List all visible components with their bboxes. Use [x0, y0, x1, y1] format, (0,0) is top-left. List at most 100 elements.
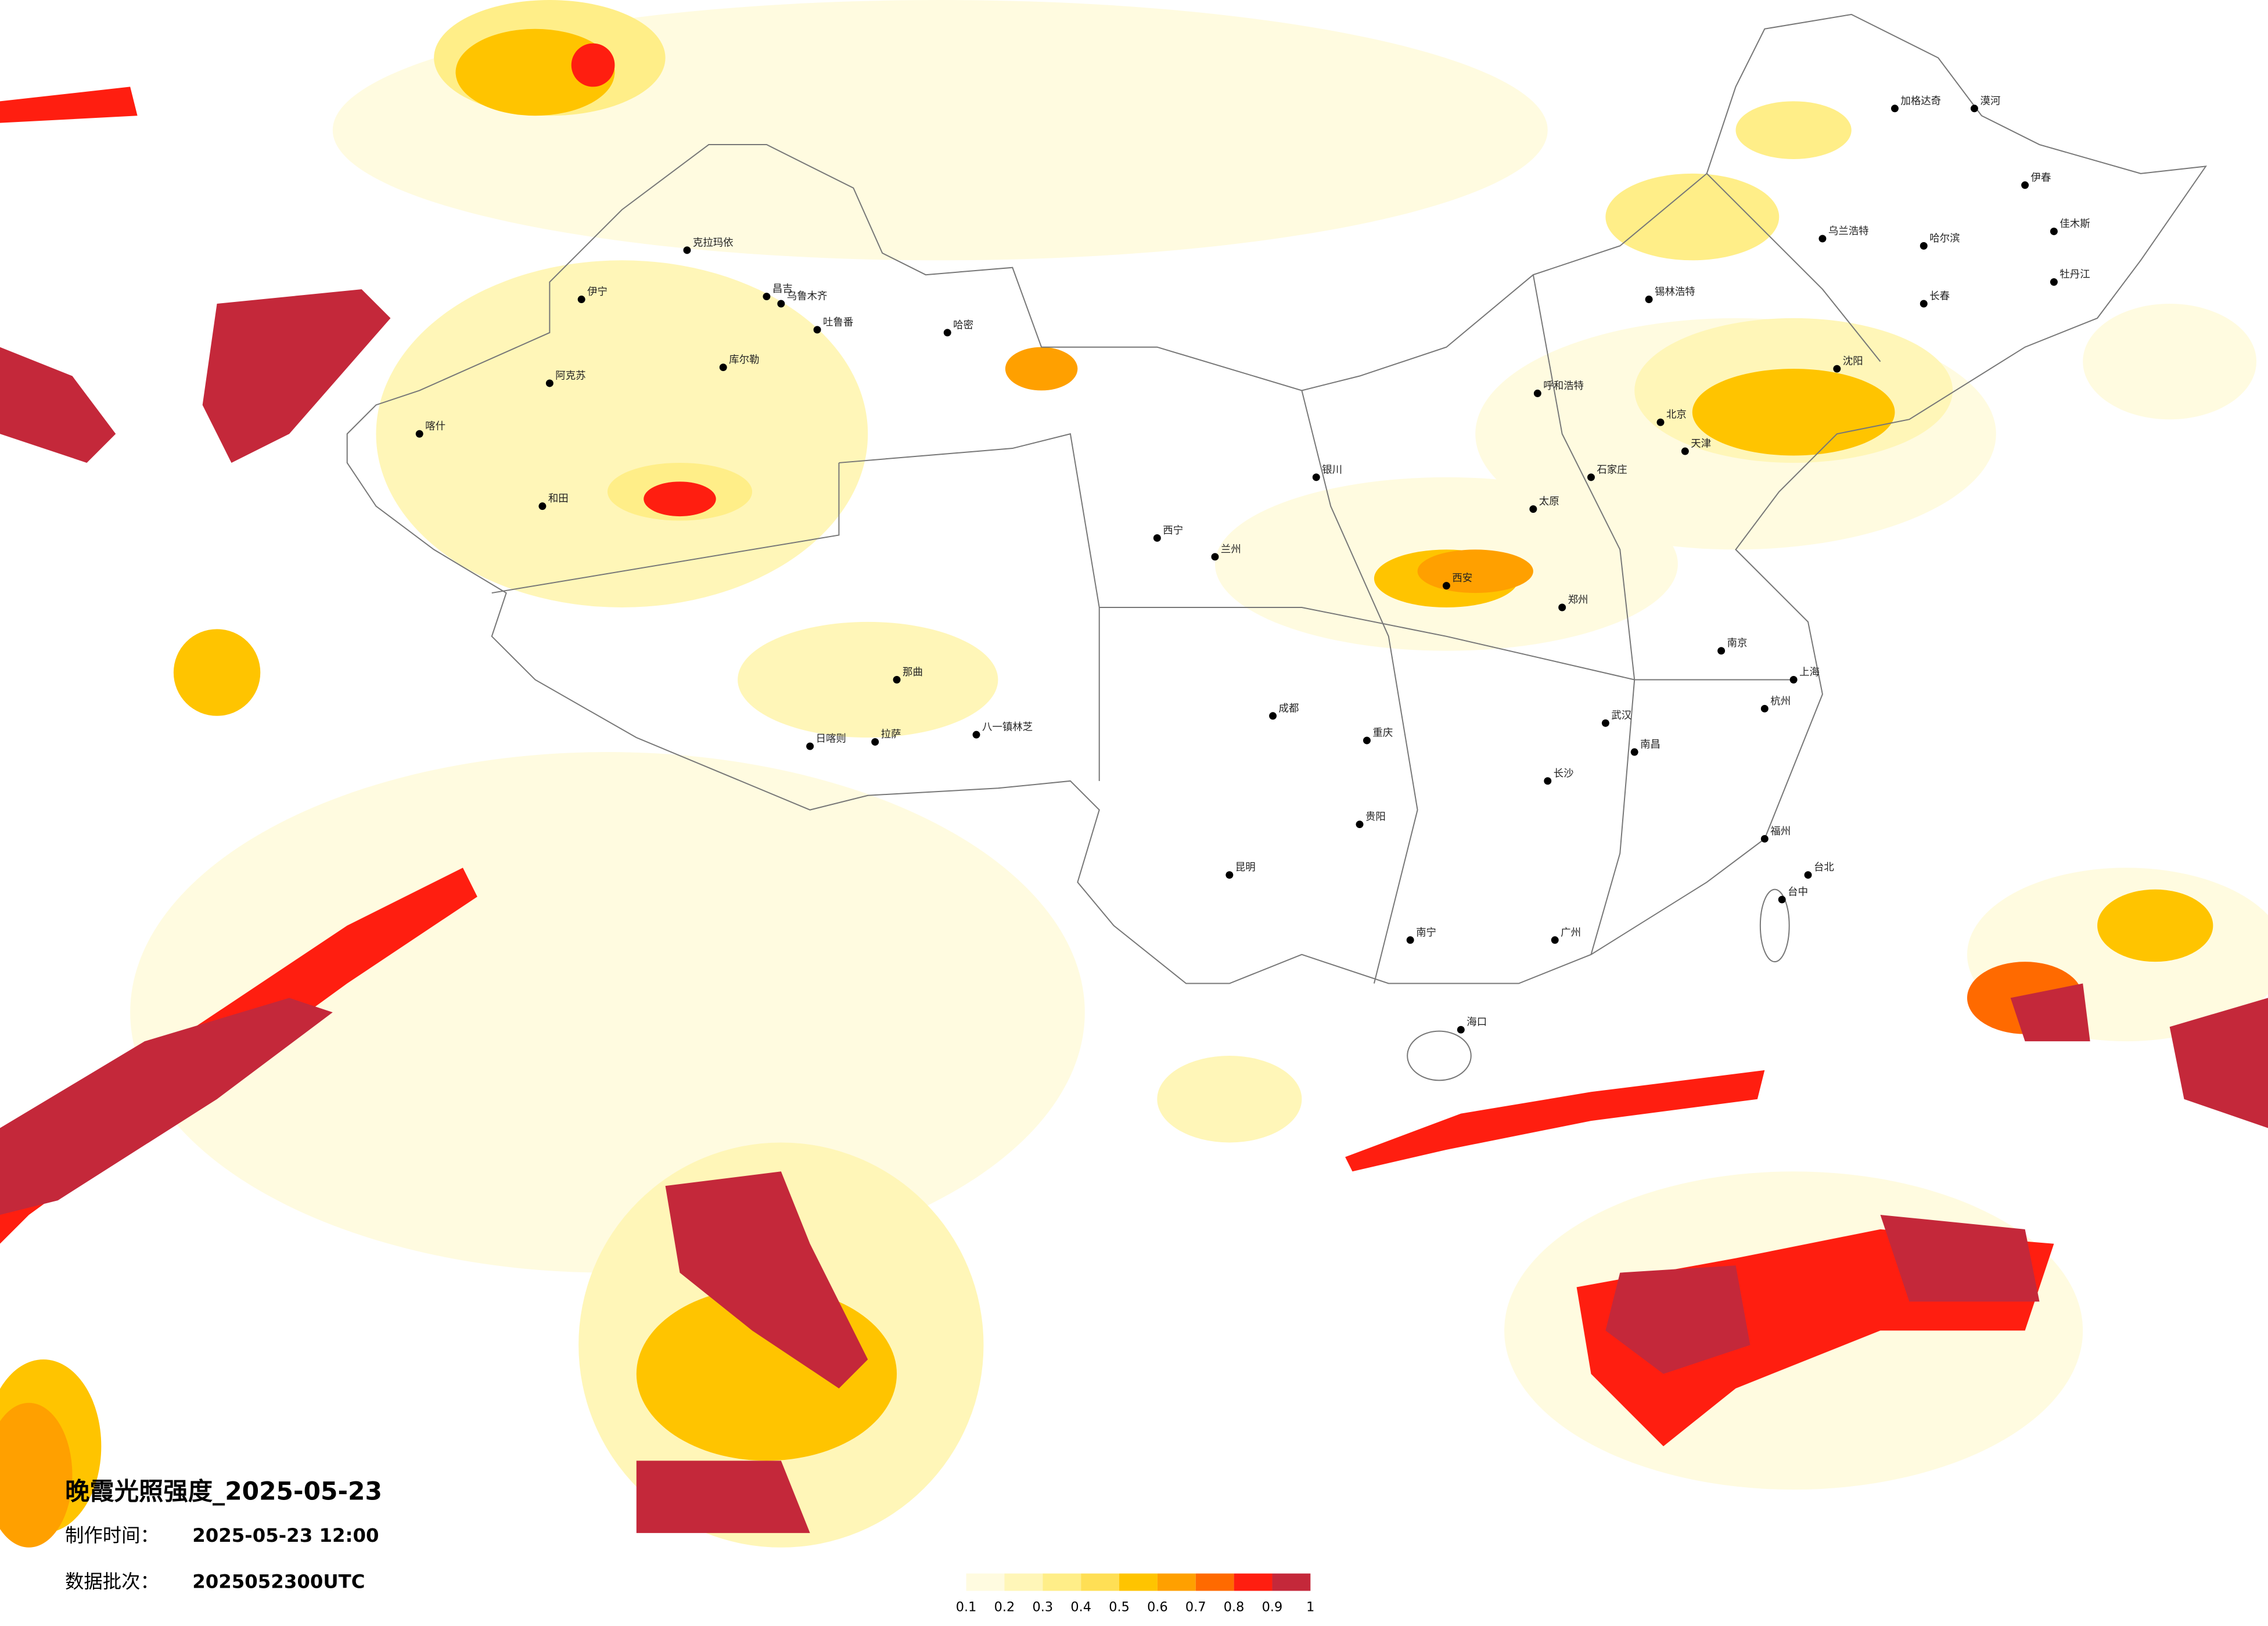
field	[0, 0, 2268, 1548]
city-label: 杭州	[1770, 696, 1791, 707]
city-dot	[1312, 473, 1320, 481]
batch-label: 数据批次：	[65, 1571, 159, 1593]
city-dot	[1211, 553, 1219, 561]
city-label: 吐鲁番	[823, 316, 853, 328]
city-dot	[893, 676, 901, 684]
city-label: 锡林浩特	[1655, 286, 1695, 298]
city-label: 日喀则	[816, 733, 846, 745]
colorbar-tick-label: 0.8	[1224, 1599, 1245, 1614]
city-dot	[1587, 473, 1595, 481]
colorbar: 0.1 0.2 0.3 0.4 0.5 0.6 0.7 0.8 0.9 1	[956, 1573, 1314, 1614]
city-label: 昌吉	[772, 283, 793, 295]
city-label: 喀什	[425, 421, 445, 433]
city-label: 佳木斯	[2059, 218, 2090, 230]
city-dot	[972, 731, 980, 739]
city-label: 南宁	[1416, 927, 1436, 938]
city-dot	[1544, 777, 1552, 785]
colorbar-tick-label: 0.4	[1070, 1599, 1091, 1614]
city-dot	[1789, 676, 1798, 684]
city-dot	[777, 300, 785, 308]
city-label: 石家庄	[1597, 464, 1627, 476]
city-dot	[1406, 936, 1414, 944]
city-dot	[1558, 603, 1566, 611]
colorbar-swatch	[1043, 1573, 1081, 1591]
colorbar-swatch	[1119, 1573, 1158, 1591]
city-label: 伊宁	[587, 286, 608, 298]
city-dot	[1656, 418, 1665, 426]
city-dot	[1363, 736, 1371, 744]
city-label: 哈尔滨	[1929, 233, 1960, 244]
batch: 2025052300UTC	[192, 1571, 365, 1593]
city-label: 西安	[1452, 573, 1472, 584]
city-label: 郑州	[1568, 595, 1588, 606]
city-label: 南昌	[1640, 739, 1660, 751]
colorbar-swatch	[966, 1573, 1005, 1591]
city-label: 南京	[1727, 638, 1748, 649]
city-dot	[1356, 821, 1364, 829]
city-dot	[1457, 1026, 1465, 1034]
city-label: 那曲	[903, 667, 923, 678]
city-label: 呼和浩特	[1543, 380, 1584, 392]
city-dot	[1269, 712, 1277, 720]
colorbar-tick-label: 1	[1306, 1599, 1314, 1614]
city-label: 和田	[548, 493, 569, 505]
city-label: 成都	[1279, 703, 1299, 714]
city-label: 广州	[1561, 927, 1581, 938]
city-label: 上海	[1799, 667, 1820, 678]
city-label: 银川	[1322, 464, 1342, 476]
city-label: 台北	[1814, 862, 1834, 873]
city-label: 乌兰浩特	[1828, 225, 1869, 237]
city-dot	[1630, 748, 1638, 756]
colorbar-swatch	[1157, 1573, 1196, 1591]
city-dot	[415, 430, 423, 438]
city-label: 牡丹江	[2059, 269, 2090, 280]
city-label: 贵阳	[1365, 811, 1386, 823]
city-dot	[1533, 389, 1541, 397]
colorbar-tick-label: 0.3	[1033, 1599, 1054, 1614]
city-label: 福州	[1770, 826, 1791, 837]
city-dot	[1645, 296, 1653, 303]
colorbar-tick-label: 0.5	[1109, 1599, 1130, 1614]
city-dot	[1833, 365, 1841, 373]
city-label: 沈阳	[1843, 356, 1863, 368]
city-label: 长春	[1929, 291, 1950, 303]
city-dot	[1970, 105, 1978, 113]
city-dot	[1804, 871, 1812, 879]
city-dot	[813, 326, 821, 334]
city-label: 天津	[1691, 438, 1711, 450]
city-dot	[1920, 242, 1928, 250]
city-dot	[1225, 871, 1234, 879]
city-dot	[806, 742, 814, 750]
city-label: 八一镇林芝	[982, 722, 1033, 733]
city-dot	[871, 738, 879, 746]
city-label: 昆明	[1235, 862, 1256, 873]
city-dot	[1529, 505, 1537, 513]
colorbar-swatch	[1004, 1573, 1043, 1591]
colorbar-swatch	[1272, 1573, 1311, 1591]
city-dot	[1818, 235, 1827, 243]
city-label: 海口	[1467, 1017, 1487, 1028]
colorbar-tick-label: 0.6	[1147, 1599, 1168, 1614]
city-dot	[1760, 704, 1769, 713]
city-dot	[1890, 105, 1899, 113]
city-label: 加格达奇	[1900, 95, 1941, 107]
city-label: 西宁	[1163, 525, 1183, 537]
city-label: 库尔勒	[729, 354, 759, 366]
city-dot	[683, 246, 691, 254]
city-dot	[577, 296, 585, 303]
city-label: 武汉	[1611, 710, 1631, 722]
city-label: 乌鲁木齐	[787, 291, 828, 303]
city-dot	[538, 502, 547, 510]
city-dot	[763, 293, 771, 301]
city-dot	[1681, 447, 1689, 455]
borders	[346, 13, 2207, 1081]
city-dot	[1717, 647, 1726, 655]
city-label: 重庆	[1372, 728, 1393, 739]
city-dot	[1778, 895, 1786, 904]
city-label: 兰州	[1221, 544, 1241, 555]
city-dot	[2021, 181, 2029, 189]
colorbar-tick-label: 0.2	[994, 1599, 1015, 1614]
colorbar-swatch	[1081, 1573, 1120, 1591]
city-dot	[2050, 278, 2058, 286]
